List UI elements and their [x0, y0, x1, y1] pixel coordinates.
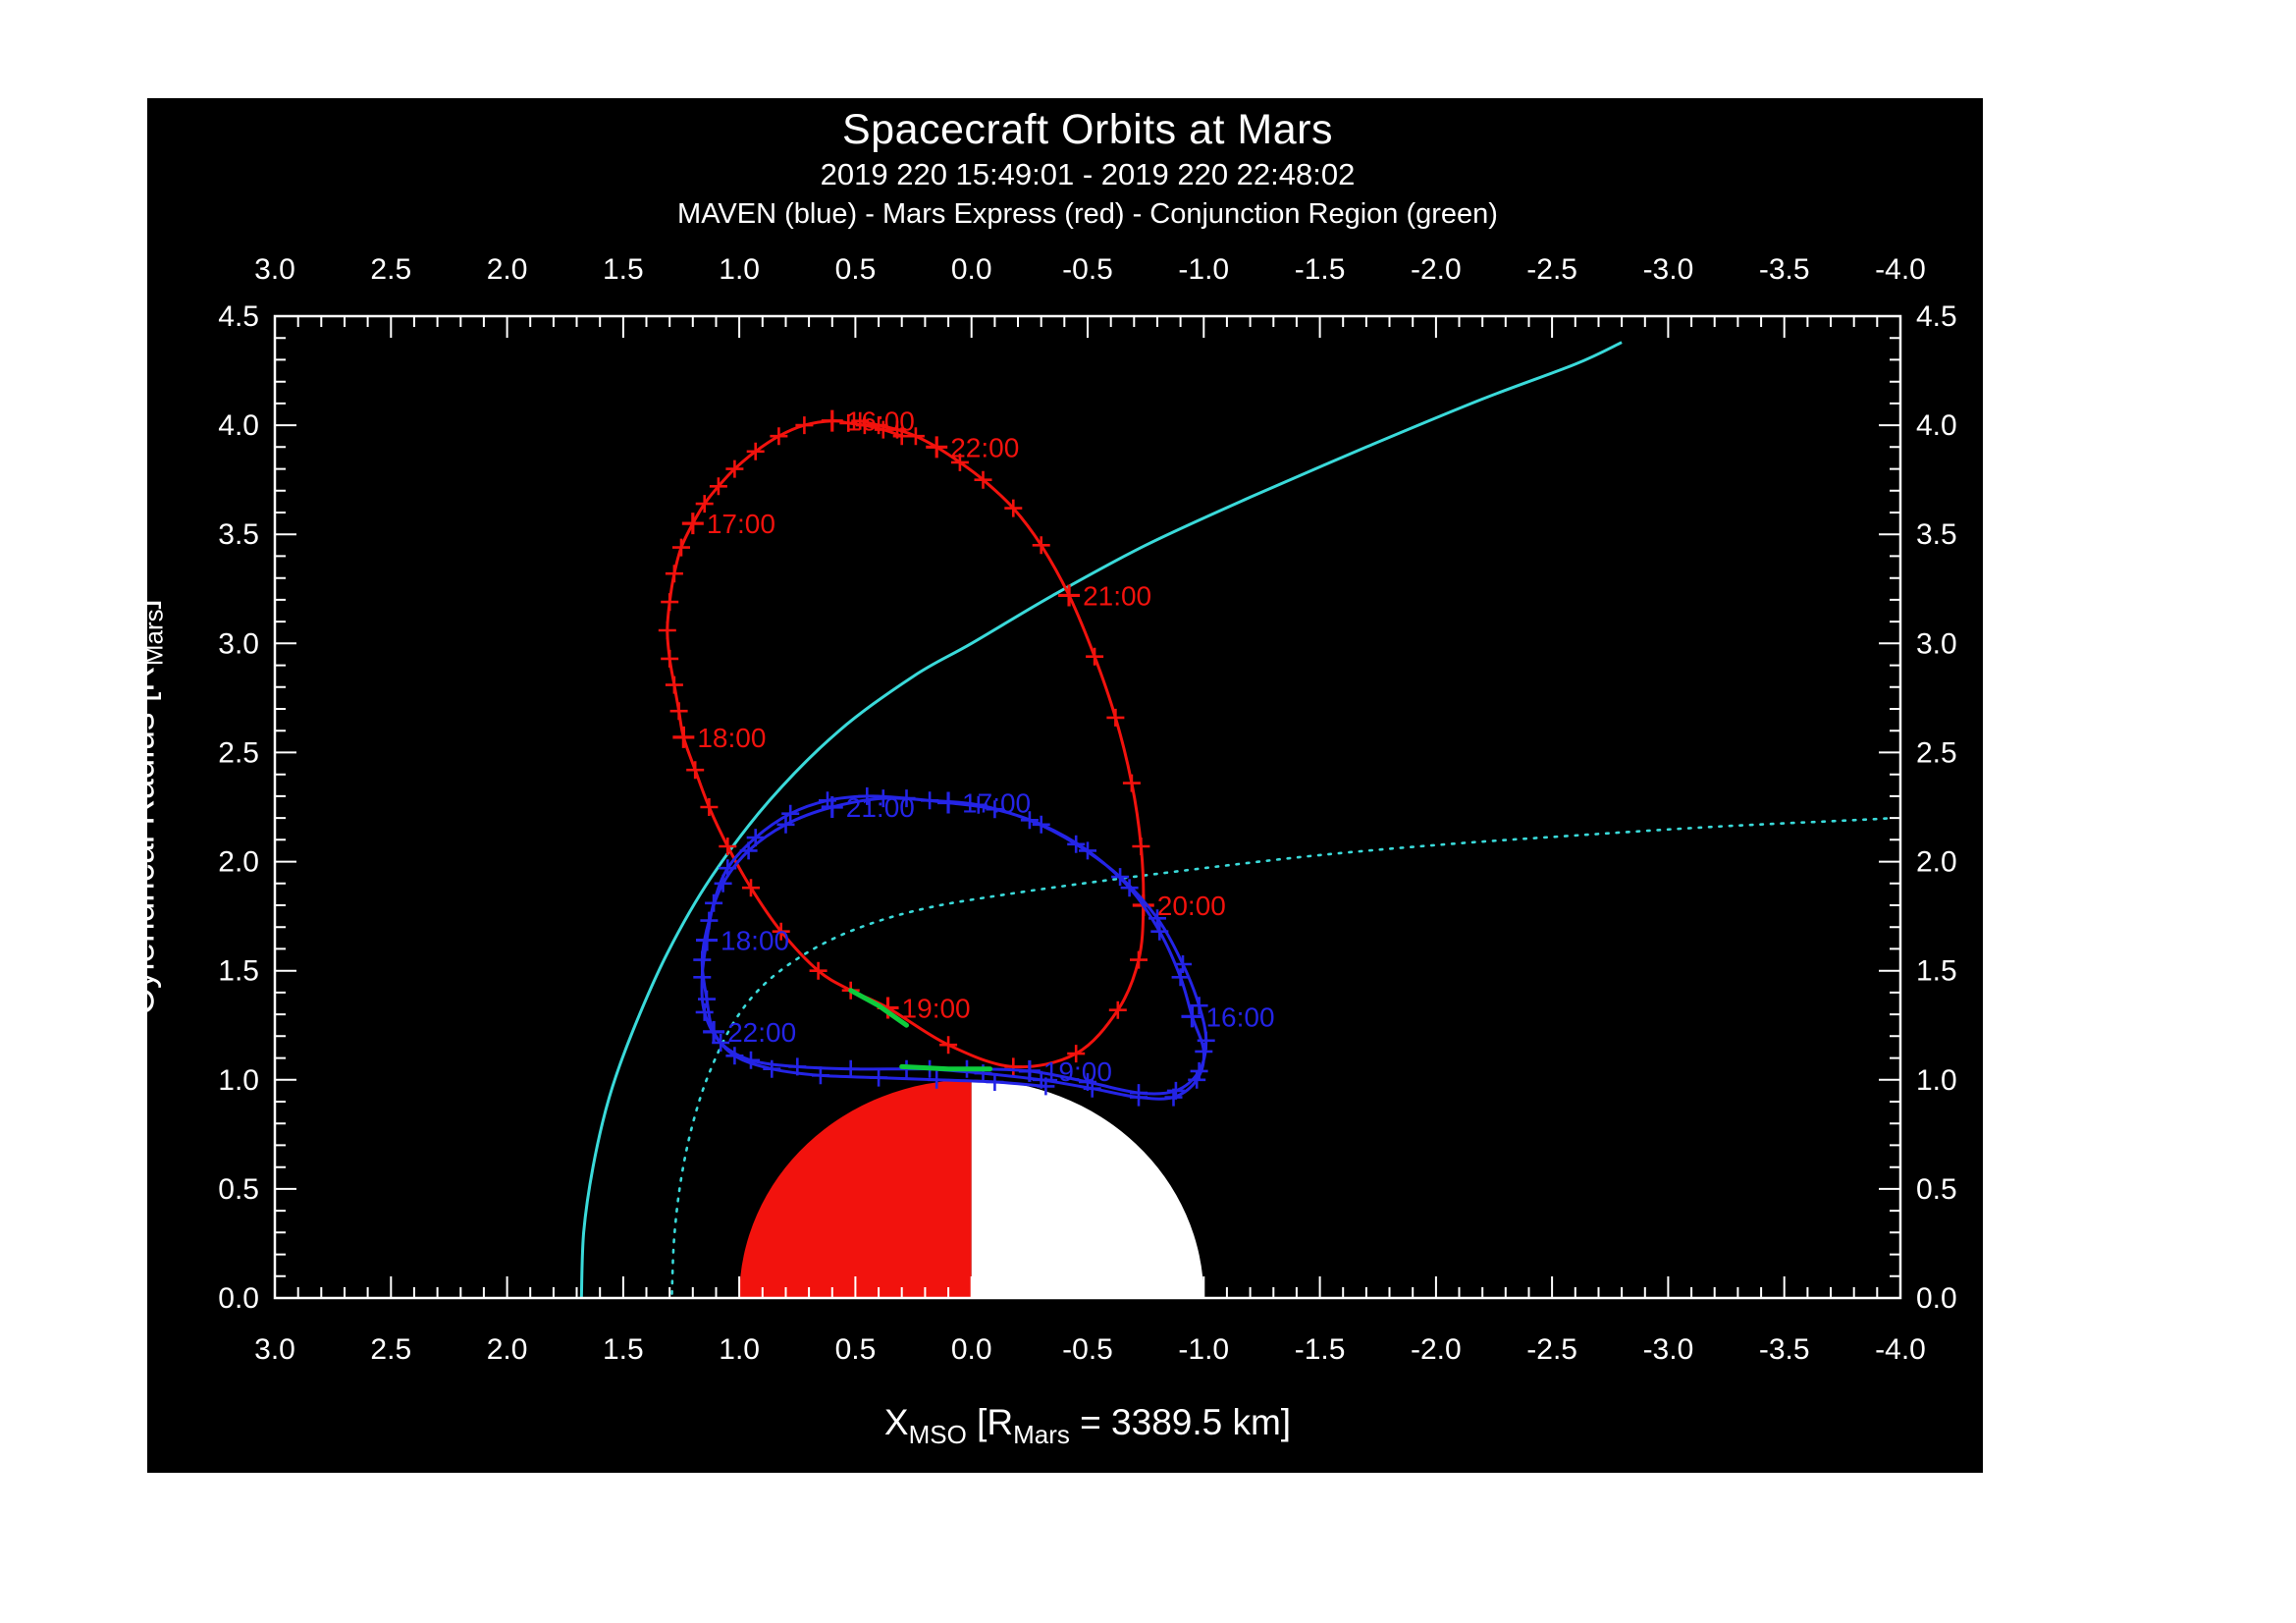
x-axis-title-subscript-mars: Mars [1013, 1420, 1070, 1449]
cyan-dotted-curve [670, 816, 1896, 1295]
svg-text:3.0: 3.0 [254, 253, 295, 286]
maven-orbit-hour-labels: 16:00 17:00 18:00 19:00 21:00 22:00 [696, 788, 1275, 1087]
y-axis-title-end: ] [121, 599, 162, 610]
svg-text:0.0: 0.0 [951, 1333, 992, 1366]
svg-text:0.0: 0.0 [1916, 1282, 1957, 1315]
svg-text:2.0: 2.0 [218, 846, 259, 879]
plot-title: Spacecraft Orbits at Mars [842, 106, 1333, 153]
axes-frame [273, 314, 1902, 1300]
svg-text:-1.0: -1.0 [1178, 1333, 1229, 1366]
svg-text:0.5: 0.5 [835, 1333, 877, 1366]
svg-text:0.5: 0.5 [835, 253, 877, 286]
svg-text:1.0: 1.0 [1916, 1064, 1957, 1097]
svg-text:3.0: 3.0 [218, 627, 259, 660]
svg-text:17:00: 17:00 [962, 788, 1031, 819]
conjunction-region [848, 988, 993, 1072]
mars-dayside [739, 1079, 972, 1298]
svg-text:2.5: 2.5 [218, 736, 259, 769]
svg-text:1.5: 1.5 [603, 253, 644, 286]
svg-text:-3.5: -3.5 [1759, 1333, 1810, 1366]
svg-text:22:00: 22:00 [950, 432, 1019, 462]
svg-text:1.5: 1.5 [1916, 955, 1957, 988]
svg-text:4.0: 4.0 [218, 409, 259, 442]
svg-text:-1.5: -1.5 [1295, 1333, 1346, 1366]
x-axis-title-subscript-mso: MSO [908, 1420, 967, 1449]
plot-legend: MAVEN (blue) - Mars Express (red) - Conj… [677, 198, 1498, 230]
cyan-solid-curve [579, 341, 1623, 1298]
svg-text:-0.5: -0.5 [1062, 253, 1113, 286]
svg-text:21:00: 21:00 [1083, 580, 1151, 611]
svg-text:18:00: 18:00 [697, 723, 766, 753]
svg-text:2.5: 2.5 [1916, 736, 1957, 769]
mars-disk [739, 1079, 1204, 1298]
svg-text:-4.0: -4.0 [1875, 1333, 1926, 1366]
tick-labels: 3.0 3.0 2.5 2.5 2.0 2.0 1.5 1.5 1.0 1.0 0.5 0.5 0.0 0… [218, 253, 1956, 1366]
svg-text:-3.5: -3.5 [1759, 253, 1810, 286]
svg-text:-2.5: -2.5 [1526, 1333, 1577, 1366]
svg-text:0.0: 0.0 [951, 253, 992, 286]
y-axis-title-base: Cylendrical Radius [R [121, 666, 162, 1015]
svg-text:1.0: 1.0 [218, 1064, 259, 1097]
svg-text:20:00: 20:00 [1157, 891, 1226, 921]
svg-text:17:00: 17:00 [707, 509, 775, 539]
svg-text:16:00: 16:00 [1205, 1001, 1274, 1032]
svg-text:19:00: 19:00 [1043, 1056, 1112, 1087]
svg-text:2.5: 2.5 [370, 1333, 411, 1366]
svg-text:1.5: 1.5 [603, 1333, 644, 1366]
svg-text:4.5: 4.5 [218, 300, 259, 333]
svg-text:4.5: 4.5 [1916, 300, 1957, 333]
svg-text:3.5: 3.5 [218, 518, 259, 551]
svg-text:1.5: 1.5 [218, 955, 259, 988]
x-axis-title-end: = 3389.5 km] [1069, 1402, 1292, 1442]
svg-text:19:00: 19:00 [902, 993, 971, 1023]
plot-time-range: 2019 220 15:49:01 - 2019 220 22:48:02 [820, 157, 1356, 191]
svg-text:21:00: 21:00 [846, 792, 915, 823]
x-axis-title: XMSO [RMars = 3389.5 km] [275, 1402, 1900, 1450]
svg-text:1.0: 1.0 [719, 253, 760, 286]
svg-text:2.0: 2.0 [487, 253, 528, 286]
mars-express-orbit [658, 411, 1152, 1076]
x-axis-title-base: X [883, 1402, 909, 1442]
svg-text:3.5: 3.5 [1916, 518, 1957, 551]
svg-text:-0.5: -0.5 [1062, 1333, 1113, 1366]
svg-text:0.5: 0.5 [1916, 1173, 1957, 1206]
svg-text:-3.0: -3.0 [1643, 253, 1694, 286]
svg-text:2.5: 2.5 [370, 253, 411, 286]
y-axis-title-subscript-mars: Mars [138, 609, 169, 667]
mars-nightside [971, 1079, 1204, 1298]
svg-text:2.0: 2.0 [1916, 846, 1957, 879]
svg-text:-1.0: -1.0 [1178, 253, 1229, 286]
svg-text:22:00: 22:00 [727, 1017, 796, 1048]
svg-text:-1.5: -1.5 [1295, 253, 1346, 286]
svg-text:0.5: 0.5 [218, 1173, 259, 1206]
mars-express-orbit-hour-labels: 16:00 17:00 18:00 19:00 20:00 21:00 22:00 [672, 406, 1226, 1023]
svg-text:-2.0: -2.0 [1411, 253, 1462, 286]
axis-ticks [274, 315, 1901, 1299]
svg-text:0.0: 0.0 [218, 1282, 259, 1315]
svg-text:1.0: 1.0 [719, 1333, 760, 1366]
svg-text:2.0: 2.0 [487, 1333, 528, 1366]
svg-text:18:00: 18:00 [721, 926, 789, 956]
svg-text:-3.0: -3.0 [1643, 1333, 1694, 1366]
svg-text:3.0: 3.0 [1916, 627, 1957, 660]
svg-text:-2.5: -2.5 [1526, 253, 1577, 286]
svg-text:-4.0: -4.0 [1875, 253, 1926, 286]
svg-text:16:00: 16:00 [846, 406, 915, 437]
svg-text:4.0: 4.0 [1916, 409, 1957, 442]
svg-text:3.0: 3.0 [254, 1333, 295, 1366]
svg-text:-2.0: -2.0 [1411, 1333, 1462, 1366]
x-axis-title-mid: [R [966, 1402, 1014, 1442]
